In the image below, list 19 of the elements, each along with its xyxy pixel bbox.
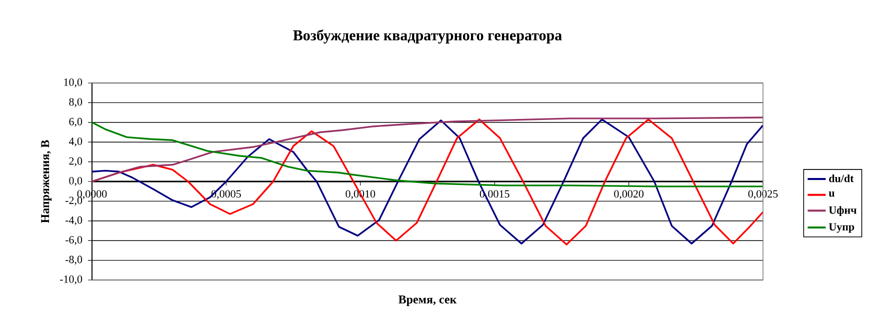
legend-label: Uфнч	[828, 206, 856, 216]
chart-title: Возбуждение квадратурного генератора	[293, 30, 562, 44]
y-tick-label: -6,0	[65, 236, 82, 246]
y-axis-title: Напряжения, В	[41, 140, 52, 224]
legend-label: u	[828, 192, 834, 197]
y-tick-label: 2,0	[69, 157, 82, 166]
legend-label: du/dt	[829, 174, 854, 182]
y-tick-label: 10,0	[64, 78, 82, 88]
x-tick-label: 0,0025	[748, 190, 778, 200]
y-tick-label: -8,0	[65, 256, 82, 265]
y-tick-label: 6,0	[69, 118, 82, 127]
x-axis-title: Время, сек	[398, 296, 457, 306]
y-tick-label: -10,0	[60, 276, 82, 284]
legend-label: Uупр	[828, 223, 854, 233]
x-tick-label: 0,0020	[614, 190, 644, 200]
y-tick-label: 8,0	[69, 98, 82, 108]
y-tick-label: 0,0	[69, 177, 82, 186]
y-tick-label: -4,0	[65, 216, 82, 226]
y-tick-label: 4,0	[68, 138, 82, 147]
